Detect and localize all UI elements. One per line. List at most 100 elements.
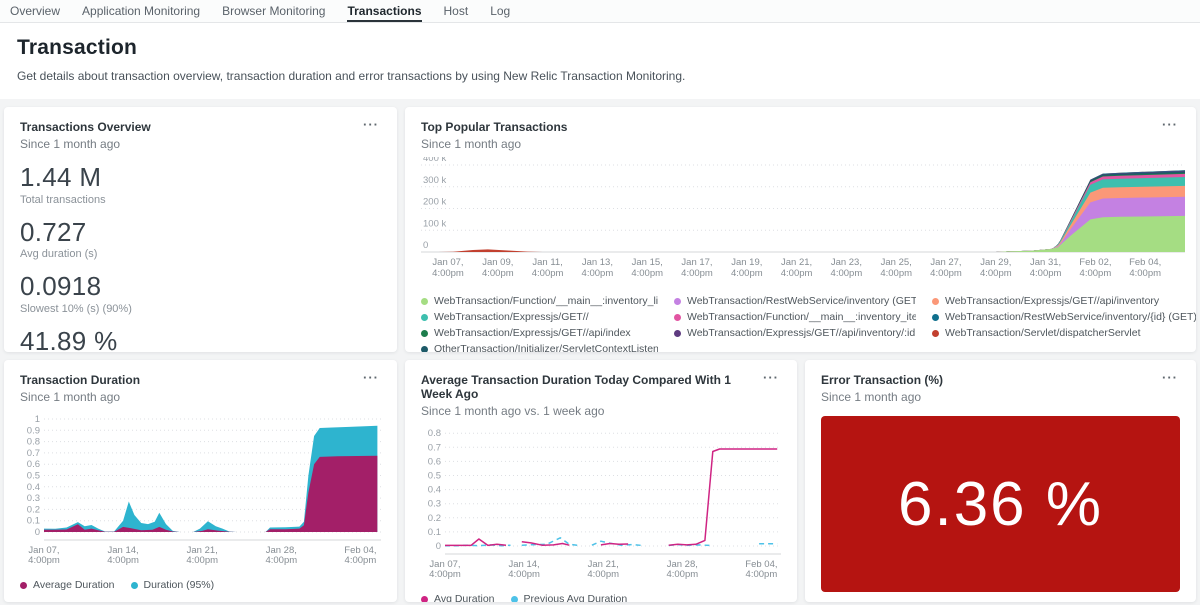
tab-browser-monitoring[interactable]: Browser Monitoring	[222, 0, 325, 22]
panel-header: Error Transaction (%) Since 1 month ago …	[821, 373, 1180, 404]
legend-label: WebTransaction/Expressjs/GET//api/index	[434, 327, 631, 339]
svg-text:0.8: 0.8	[428, 428, 441, 439]
svg-text:Jan 13,: Jan 13,	[582, 257, 613, 268]
tab-application-monitoring[interactable]: Application Monitoring	[82, 0, 200, 22]
panel-menu-ellipsis-icon[interactable]: ···	[1160, 373, 1180, 383]
legend-item[interactable]: WebTransaction/Expressjs/GET//api/invent…	[932, 295, 1196, 307]
error-percentage-value: 6.36 %	[898, 469, 1103, 540]
svg-text:4:00pm: 4:00pm	[345, 555, 377, 566]
svg-text:4:00pm: 4:00pm	[930, 268, 962, 279]
svg-text:4:00pm: 4:00pm	[681, 268, 713, 279]
legend-item[interactable]: Average Duration	[20, 579, 115, 591]
tab-overview[interactable]: Overview	[10, 0, 60, 22]
legend-item[interactable]: Duration (95%)	[131, 579, 215, 591]
svg-text:Jan 25,: Jan 25,	[881, 257, 912, 268]
legend-item[interactable]: WebTransaction/RestWebService/inventory/…	[932, 311, 1196, 323]
svg-text:0.4: 0.4	[428, 485, 441, 496]
tab-log[interactable]: Log	[490, 0, 510, 22]
metric-label: Slowest 10% (s) (90%)	[20, 303, 381, 315]
dashboard: Transactions Overview Since 1 month ago …	[0, 107, 1200, 602]
panel-top-popular-transactions: Top Popular Transactions Since 1 month a…	[405, 107, 1196, 352]
top-nav: Overview Application Monitoring Browser Mo…	[0, 0, 1200, 23]
svg-text:4:00pm: 4:00pm	[508, 569, 540, 580]
svg-text:Jan 11,: Jan 11,	[532, 257, 562, 268]
svg-text:4:00pm: 4:00pm	[781, 268, 813, 279]
legend-label: WebTransaction/RestWebService/inventory …	[687, 295, 916, 307]
panel-menu-ellipsis-icon[interactable]: ···	[361, 120, 381, 130]
panel-subtitle: Since 1 month ago	[421, 137, 567, 151]
svg-text:4:00pm: 4:00pm	[980, 268, 1012, 279]
panel-header: Average Transaction Duration Today Compa…	[421, 373, 781, 418]
metric-value: 0.727	[20, 219, 381, 246]
legend-dot-icon	[674, 298, 681, 305]
legend-item[interactable]: WebTransaction/Function/__main__:invento…	[674, 311, 916, 323]
svg-text:0: 0	[436, 541, 441, 552]
svg-text:4:00pm: 4:00pm	[1030, 268, 1062, 279]
svg-text:Jan 21,: Jan 21,	[781, 257, 812, 268]
metric: 1.44 MTotal transactions	[20, 164, 381, 206]
svg-text:0: 0	[35, 527, 40, 538]
page-title: Transaction	[17, 36, 1183, 60]
svg-text:0.7: 0.7	[27, 448, 40, 459]
svg-text:4:00pm: 4:00pm	[831, 268, 863, 279]
svg-text:0.5: 0.5	[27, 471, 40, 482]
panel-header: Transaction Duration Since 1 month ago ·…	[20, 373, 381, 404]
svg-text:4:00pm: 4:00pm	[432, 268, 464, 279]
line-chart: 0.80.70.60.50.40.30.20.10Jan 07,4:00pmJa…	[421, 424, 781, 584]
legend-item[interactable]: WebTransaction/RestWebService/inventory …	[674, 295, 916, 307]
legend-item[interactable]: WebTransaction/Servlet/dispatcherServlet	[932, 327, 1196, 339]
legend-label: WebTransaction/RestWebService/inventory/…	[945, 311, 1196, 323]
svg-text:4:00pm: 4:00pm	[582, 268, 614, 279]
metric: 0.727Avg duration (s)	[20, 219, 381, 261]
panel-title: Transactions Overview	[20, 120, 151, 134]
svg-text:4:00pm: 4:00pm	[482, 268, 514, 279]
panel-menu-ellipsis-icon[interactable]: ···	[361, 373, 381, 383]
legend-item[interactable]: WebTransaction/Function/__main__:invento…	[421, 295, 658, 307]
svg-text:4:00pm: 4:00pm	[28, 555, 60, 566]
svg-text:100 k: 100 k	[423, 218, 446, 229]
svg-text:4:00pm: 4:00pm	[429, 569, 461, 580]
panel-header: Transactions Overview Since 1 month ago …	[20, 120, 381, 151]
svg-text:0.8: 0.8	[27, 437, 40, 448]
duration-chart: 10.90.80.70.60.50.40.30.20.10Jan 07,4:00…	[20, 410, 381, 575]
panel-subtitle: Since 1 month ago	[821, 390, 943, 404]
panel-menu-ellipsis-icon[interactable]: ···	[1160, 120, 1180, 130]
tab-host[interactable]: Host	[444, 0, 469, 22]
svg-text:0.7: 0.7	[428, 442, 441, 453]
nav-tabs: Overview Application Monitoring Browser Mo…	[10, 0, 532, 22]
svg-text:Jan 29,: Jan 29,	[980, 257, 1011, 268]
panel-menu-ellipsis-icon[interactable]: ···	[761, 373, 781, 383]
panel-title: Error Transaction (%)	[821, 373, 943, 387]
svg-text:4:00pm: 4:00pm	[1129, 268, 1161, 279]
legend-dot-icon	[932, 330, 939, 337]
panel-transactions-overview: Transactions Overview Since 1 month ago …	[4, 107, 397, 352]
svg-text:Jan 09,: Jan 09,	[482, 257, 513, 268]
legend-label: WebTransaction/Expressjs/GET//	[434, 311, 589, 323]
legend-item[interactable]: OtherTransaction/Initializer/ServletCont…	[421, 343, 658, 352]
svg-text:4:00pm: 4:00pm	[666, 569, 698, 580]
legend-dot-icon	[511, 596, 518, 603]
metric: 0.0918Slowest 10% (s) (90%)	[20, 273, 381, 315]
svg-text:0.6: 0.6	[27, 459, 40, 470]
svg-text:400 k: 400 k	[423, 157, 446, 164]
legend-label: Average Duration	[33, 579, 115, 591]
legend-item[interactable]: WebTransaction/Expressjs/GET//api/invent…	[674, 327, 916, 339]
svg-text:Feb 04,: Feb 04,	[1129, 257, 1161, 268]
legend-dot-icon	[674, 314, 681, 321]
legend-item[interactable]: Previous Avg Duration	[511, 593, 628, 602]
panel-subtitle: Since 1 month ago	[20, 137, 151, 151]
legend-item[interactable]: WebTransaction/Expressjs/GET//	[421, 311, 658, 323]
tab-transactions[interactable]: Transactions	[347, 0, 421, 22]
svg-text:0.9: 0.9	[27, 425, 40, 436]
legend-item[interactable]: Avg Duration	[421, 593, 495, 602]
svg-text:Jan 17,: Jan 17,	[681, 257, 712, 268]
svg-text:0.2: 0.2	[428, 513, 441, 524]
metric-value: 1.44 M	[20, 164, 381, 191]
legend-label: WebTransaction/Function/__main__:invento…	[434, 295, 658, 307]
svg-text:0.5: 0.5	[428, 471, 441, 482]
svg-text:Feb 02,: Feb 02,	[1079, 257, 1111, 268]
legend-label: WebTransaction/Expressjs/GET//api/invent…	[687, 327, 915, 339]
panel-title: Transaction Duration	[20, 373, 140, 387]
svg-text:4:00pm: 4:00pm	[746, 569, 778, 580]
legend-item[interactable]: WebTransaction/Expressjs/GET//api/index	[421, 327, 658, 339]
